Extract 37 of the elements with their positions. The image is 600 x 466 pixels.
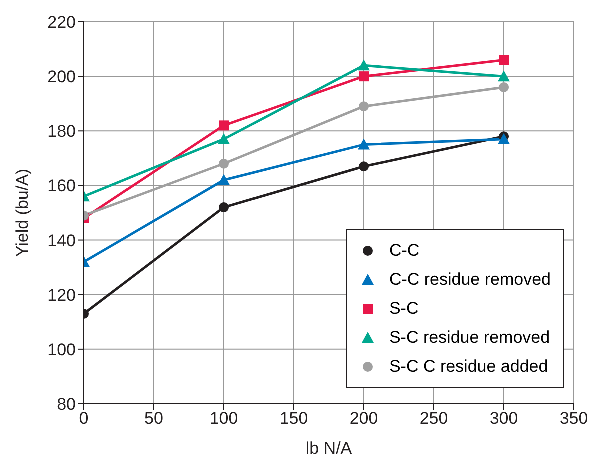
point: [498, 70, 510, 82]
point: [359, 72, 369, 82]
x-tick-label: 150: [280, 409, 308, 428]
y-tick-label: 200: [48, 68, 76, 87]
legend-label: S-C C residue added: [389, 356, 548, 376]
point: [218, 174, 230, 186]
y-axis-title: Yield (bu/A): [13, 168, 32, 258]
point: [219, 202, 229, 213]
x-tick-label: 350: [560, 409, 588, 428]
y-tick-label: 140: [48, 231, 76, 250]
y-tick-label: 180: [48, 122, 76, 142]
x-tick-label: 300: [490, 409, 518, 428]
y-tick-label: 80: [57, 395, 76, 414]
y-tick-label: 100: [48, 340, 76, 360]
point: [358, 138, 370, 150]
point: [219, 120, 229, 131]
y-tick-label: 120: [48, 286, 76, 305]
legend-label: S-C residue removed: [389, 328, 550, 348]
point: [499, 82, 509, 92]
legend-label: S-C: [389, 298, 419, 318]
x-tick-label: 200: [350, 409, 378, 428]
point: [359, 102, 369, 112]
point: [358, 60, 370, 71]
x-axis-title: lb N/A: [306, 439, 353, 458]
legend-label: C-C residue removed: [389, 270, 551, 290]
point: [219, 158, 229, 169]
x-tick-label: 50: [144, 409, 164, 428]
y-tick-label: 160: [48, 176, 76, 196]
y-tick-label: 220: [48, 13, 76, 32]
x-tick-label: 250: [420, 409, 448, 428]
point: [218, 133, 230, 144]
x-tick-label: 100: [210, 409, 238, 428]
point: [359, 162, 369, 172]
point: [499, 55, 509, 66]
legend-label: C-C: [389, 240, 420, 260]
point: [498, 133, 510, 144]
x-tick-label: 0: [79, 409, 89, 428]
